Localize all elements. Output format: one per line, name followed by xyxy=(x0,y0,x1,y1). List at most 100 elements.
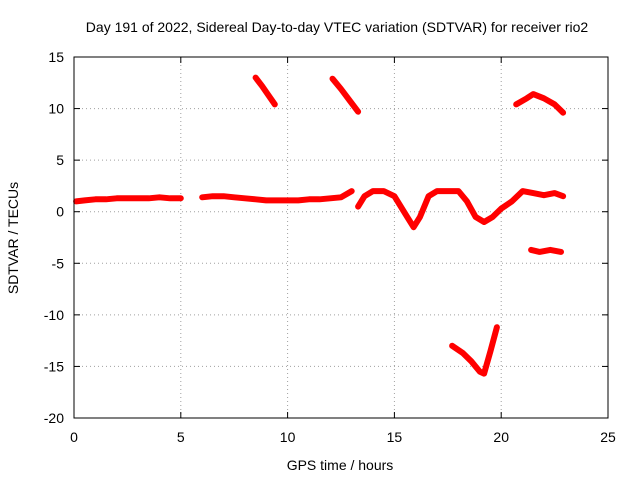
data-point xyxy=(253,75,259,81)
data-point xyxy=(178,195,184,201)
data-point xyxy=(347,97,352,103)
data-point xyxy=(199,194,205,200)
y-tick-label: 0 xyxy=(56,204,64,220)
data-point xyxy=(417,214,423,220)
data-point xyxy=(513,101,519,107)
data-point xyxy=(494,324,500,330)
data-point xyxy=(242,195,248,201)
x-tick-label: 5 xyxy=(177,429,185,445)
data-point xyxy=(370,188,376,194)
data-point xyxy=(560,110,566,116)
data-point xyxy=(541,95,547,101)
data-point xyxy=(490,214,496,220)
data-point xyxy=(124,195,130,201)
data-point xyxy=(156,194,162,200)
data-point xyxy=(355,109,361,115)
plot-frame xyxy=(73,56,609,419)
data-point xyxy=(253,196,259,202)
data-point xyxy=(411,224,417,230)
data-point xyxy=(73,198,79,204)
y-tick-label: -10 xyxy=(44,307,64,323)
series-arc-d xyxy=(252,74,278,108)
data-point xyxy=(221,193,226,199)
x-tick-label: 0 xyxy=(70,429,78,445)
y-tick-label: -15 xyxy=(44,358,64,374)
data-point xyxy=(82,197,88,203)
series-arc-e xyxy=(329,75,362,115)
data-point xyxy=(327,195,333,201)
data-point xyxy=(426,193,432,199)
data-point xyxy=(167,195,173,201)
x-tick-label: 10 xyxy=(280,429,296,445)
data-point xyxy=(306,196,312,202)
y-axis-label: SDTVAR / TECUs xyxy=(5,182,21,294)
data-point xyxy=(434,188,440,194)
y-tick-label: 5 xyxy=(56,152,64,168)
data-point xyxy=(103,196,109,202)
data-point xyxy=(146,195,152,201)
data-point xyxy=(231,194,237,200)
x-tick-label: 25 xyxy=(600,429,616,445)
data-point xyxy=(488,348,493,354)
data-point xyxy=(398,204,404,210)
data-point xyxy=(114,195,120,201)
data-point xyxy=(456,188,461,194)
data-point xyxy=(349,188,355,194)
data-point xyxy=(330,76,335,82)
ticks: 0 5 10 15 20 25 -20 -15 -10 -5 0 5 10 15 xyxy=(44,49,616,445)
data-point xyxy=(520,188,526,194)
data-point xyxy=(530,190,536,196)
y-tick-label: 15 xyxy=(48,49,64,65)
data-point xyxy=(295,197,301,203)
data-point xyxy=(509,198,515,204)
data-point xyxy=(460,350,466,356)
x-tick-label: 20 xyxy=(493,429,509,445)
y-tick-label: -20 xyxy=(44,410,64,426)
y-tick-label: -5 xyxy=(52,255,65,271)
data-point xyxy=(558,249,564,255)
data-point xyxy=(274,197,280,203)
data-point xyxy=(265,92,271,98)
data-point xyxy=(530,91,536,97)
y-tick-label: 10 xyxy=(48,101,64,117)
data-point xyxy=(404,214,410,220)
data-point xyxy=(381,188,387,194)
data-point xyxy=(552,101,558,107)
data-point xyxy=(445,188,451,194)
data-point xyxy=(537,249,543,255)
data-point xyxy=(362,193,367,199)
data-point xyxy=(338,86,344,92)
data-point xyxy=(560,193,566,199)
data-point xyxy=(552,190,558,196)
data-point xyxy=(338,194,344,200)
data-point xyxy=(135,195,141,201)
data-point xyxy=(285,197,291,203)
series-arc-g xyxy=(528,246,564,255)
data-point xyxy=(541,192,547,198)
data-point xyxy=(464,198,470,204)
data-point xyxy=(528,247,534,253)
x-tick-label: 15 xyxy=(387,429,403,445)
x-axis-label: GPS time / hours xyxy=(287,457,394,473)
data-point xyxy=(477,369,483,375)
data-point xyxy=(355,204,361,210)
data-point xyxy=(524,95,530,101)
data-point xyxy=(473,214,479,220)
data-point xyxy=(468,358,474,364)
data-point xyxy=(210,193,216,199)
data-point xyxy=(317,196,323,202)
data-point xyxy=(391,193,397,199)
data-point xyxy=(449,343,455,349)
data-point xyxy=(481,219,487,225)
data-point xyxy=(272,101,278,107)
series-group xyxy=(73,74,567,377)
data-point xyxy=(259,83,265,89)
data-point xyxy=(547,247,553,253)
data-point xyxy=(481,371,487,377)
data-point xyxy=(498,206,504,212)
data-point xyxy=(263,197,269,203)
data-point xyxy=(92,196,98,202)
grid xyxy=(74,57,608,418)
